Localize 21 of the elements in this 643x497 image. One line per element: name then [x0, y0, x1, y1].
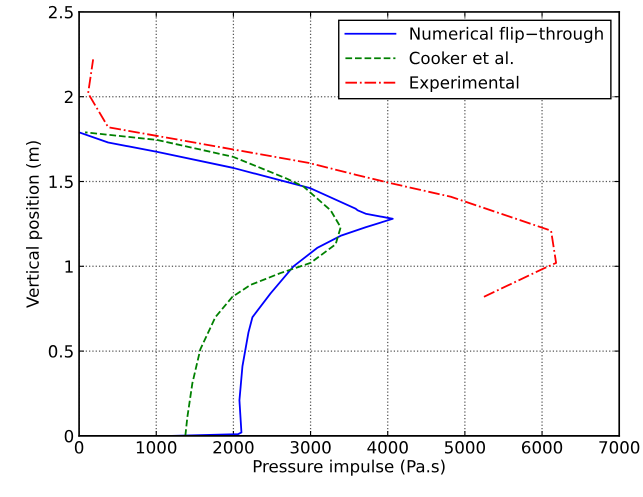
y-axis-title: Vertical position (m) [26, 141, 42, 308]
y-tick-label: 1.5 [50, 176, 73, 188]
line-series [84, 131, 342, 436]
x-tick-label: 6000 [522, 441, 562, 454]
legend-label: Cooker et al. [410, 51, 513, 64]
line-series [79, 131, 394, 436]
x-tick-label: 5000 [444, 441, 485, 454]
y-tick-label: 1 [65, 260, 73, 273]
x-tick-label: 0 [74, 441, 84, 454]
y-tick-label: 2 [64, 90, 73, 104]
legend-label: Experimental [410, 76, 518, 92]
x-axis-title: Pressure impulse (Pa.s) [254, 460, 445, 476]
x-tick-label: 4000 [367, 441, 408, 454]
y-tick-label: 2.5 [48, 6, 73, 18]
legend-label: Numerical flip−through [410, 26, 603, 44]
x-tick-label: 3000 [290, 441, 331, 454]
x-tick-label: 1000 [136, 441, 176, 454]
y-tick-label: 0 [64, 430, 74, 442]
y-tick-label: 0.5 [48, 345, 73, 358]
x-tick-label: 7000 [599, 441, 640, 454]
x-tick-label: 2000 [213, 441, 254, 454]
